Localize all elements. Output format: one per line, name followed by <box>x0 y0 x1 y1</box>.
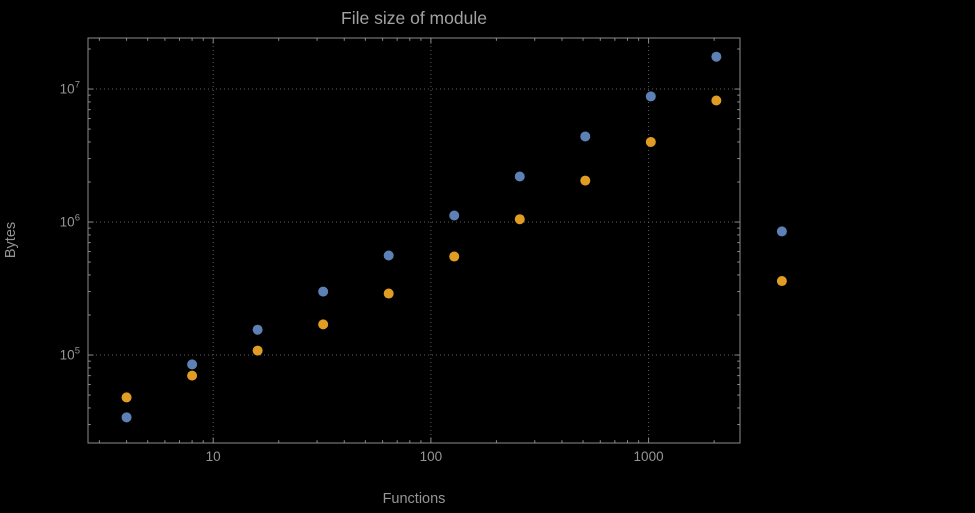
chart-title: File size of module <box>341 8 487 28</box>
data-point-blue <box>776 226 787 237</box>
data-point-orange <box>645 136 656 147</box>
data-point-blue <box>711 51 722 62</box>
data-point-orange <box>121 392 132 403</box>
data-point-orange <box>776 276 787 287</box>
x-tick-label: 100 <box>420 449 443 464</box>
data-point-orange <box>383 288 394 299</box>
data-point-orange <box>580 175 591 186</box>
x-tick-label: 10 <box>206 449 221 464</box>
data-point-blue <box>580 131 591 142</box>
data-point-orange <box>514 214 525 225</box>
data-point-orange <box>449 251 460 262</box>
y-tick-label: 107 <box>60 80 80 97</box>
data-point-blue <box>383 250 394 261</box>
data-point-orange <box>187 370 198 381</box>
data-point-blue <box>252 324 263 335</box>
data-point-blue <box>318 286 329 297</box>
data-point-orange <box>711 95 722 106</box>
plot-frame <box>87 37 741 444</box>
data-point-blue <box>514 171 525 182</box>
data-point-blue <box>449 210 460 221</box>
data-point-blue <box>187 359 198 370</box>
data-point-blue <box>645 91 656 102</box>
data-point-blue <box>121 412 132 423</box>
y-tick-label: 106 <box>60 213 80 230</box>
y-axis-label: Bytes <box>3 222 19 258</box>
data-point-orange <box>252 345 263 356</box>
y-tick-label: 105 <box>60 346 80 363</box>
x-tick-label: 1000 <box>634 449 664 464</box>
data-point-orange <box>318 319 329 330</box>
x-axis-label: Functions <box>383 491 446 507</box>
